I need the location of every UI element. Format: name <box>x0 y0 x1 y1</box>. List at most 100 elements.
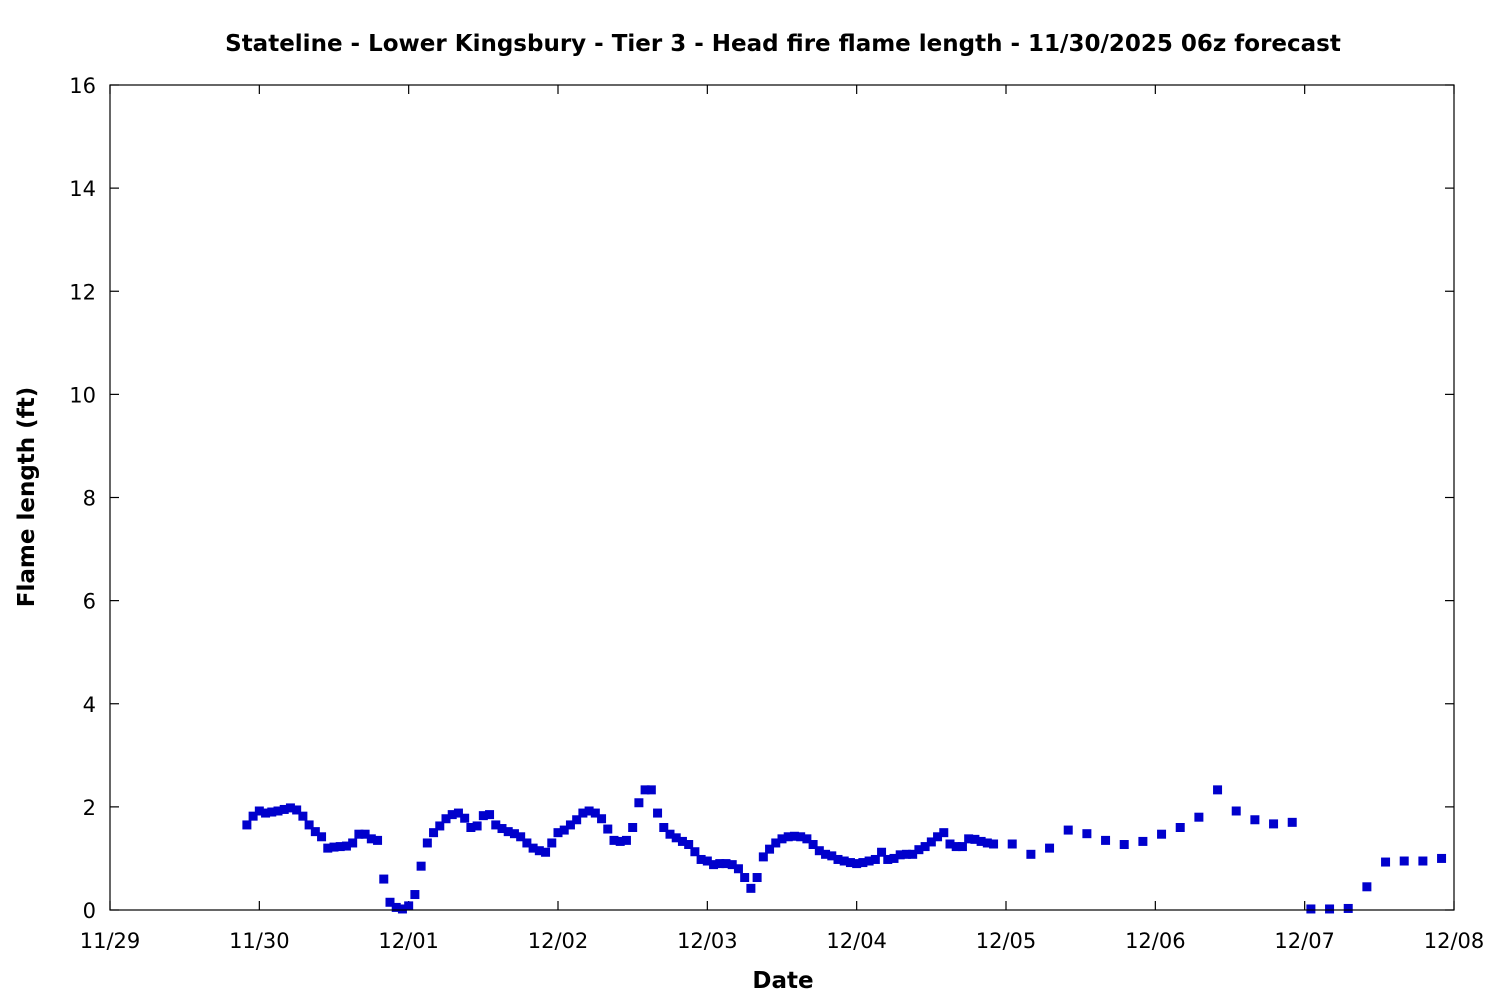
data-point <box>889 853 899 863</box>
data-point <box>360 829 370 839</box>
y-tick-label: 12 <box>69 280 96 304</box>
data-point <box>1026 849 1036 859</box>
data-point <box>397 904 407 914</box>
data-point <box>640 785 650 795</box>
data-point <box>348 838 358 848</box>
data-point <box>1343 903 1353 913</box>
x-axis-label: Date <box>752 968 813 994</box>
x-tick-label: 12/07 <box>1274 929 1335 953</box>
data-point <box>758 852 768 862</box>
data-point <box>298 811 308 821</box>
x-tick-label: 12/02 <box>528 929 589 953</box>
data-point <box>746 883 756 893</box>
data-point <box>534 846 544 856</box>
data-point <box>541 847 551 857</box>
data-point <box>615 836 625 846</box>
data-point <box>709 860 719 870</box>
axis-ticks: 0 2 4 6 8 10 12 14 16 11/29 11/30 12/01 12/02 12/03 12… <box>69 74 1484 953</box>
data-point <box>877 847 887 857</box>
data-point <box>895 850 905 860</box>
data-point <box>1082 829 1092 839</box>
x-tick-label: 12/04 <box>826 929 887 953</box>
data-point <box>366 834 376 844</box>
data-point <box>908 849 918 859</box>
data-point <box>422 838 432 848</box>
y-tick-label: 2 <box>83 796 96 820</box>
data-point <box>653 808 663 818</box>
data-point <box>261 808 271 818</box>
data-point <box>1306 904 1316 914</box>
data-point <box>634 798 644 808</box>
data-point <box>814 846 824 856</box>
data-point <box>485 810 495 820</box>
data-point <box>883 854 893 864</box>
data-point <box>478 811 488 821</box>
data-point <box>1381 857 1391 867</box>
data-point <box>410 890 420 900</box>
data-point <box>460 813 470 823</box>
y-tick-label: 10 <box>69 383 96 407</box>
data-point <box>528 843 538 853</box>
data-point <box>491 820 501 830</box>
data-point <box>870 854 880 864</box>
data-point <box>796 832 806 842</box>
data-point <box>864 856 874 866</box>
data-point <box>590 808 600 818</box>
data-point <box>254 806 264 816</box>
data-point <box>503 827 513 837</box>
data-point <box>1287 817 1297 827</box>
data-point <box>317 832 327 842</box>
data-point <box>559 825 569 835</box>
x-tick-label: 11/29 <box>80 929 141 953</box>
data-point <box>391 902 401 912</box>
data-point <box>982 838 992 848</box>
data-point <box>597 814 607 824</box>
data-point <box>727 860 737 870</box>
y-axis-label: Flame length (ft) <box>14 387 40 607</box>
data-point <box>964 834 974 844</box>
data-point <box>1045 843 1055 853</box>
data-points <box>242 785 1447 914</box>
data-point <box>292 805 302 815</box>
data-point <box>777 834 787 844</box>
y-tick-label: 8 <box>83 487 96 511</box>
data-point <box>509 829 519 839</box>
data-point <box>702 856 712 866</box>
data-point <box>1007 839 1017 849</box>
data-point <box>696 854 706 864</box>
data-point <box>310 827 320 837</box>
data-point <box>920 842 930 852</box>
data-point <box>646 785 656 795</box>
data-point <box>248 811 258 821</box>
data-point <box>447 810 457 820</box>
data-point <box>1418 856 1428 866</box>
y-tick-label: 6 <box>83 590 96 614</box>
y-tick-label: 16 <box>69 74 96 98</box>
data-point <box>572 815 582 825</box>
data-point <box>789 831 799 841</box>
data-point <box>429 828 439 838</box>
data-point <box>1063 825 1073 835</box>
data-point <box>279 804 289 814</box>
data-point <box>1325 904 1335 914</box>
data-point <box>721 859 731 869</box>
data-point <box>677 836 687 846</box>
data-point <box>845 858 855 868</box>
data-point <box>989 839 999 849</box>
data-point <box>933 832 943 842</box>
data-point <box>1231 806 1241 816</box>
data-point <box>1437 853 1447 863</box>
data-point <box>323 843 333 853</box>
data-point <box>453 808 463 818</box>
data-point <box>522 838 532 848</box>
data-point <box>242 820 252 830</box>
data-point <box>802 834 812 844</box>
data-point <box>304 820 314 830</box>
data-point <box>1175 823 1185 832</box>
data-point <box>1213 785 1223 795</box>
data-point <box>1362 882 1372 892</box>
plot-frame <box>109 84 1455 911</box>
data-point <box>951 842 961 852</box>
data-point <box>970 834 980 844</box>
